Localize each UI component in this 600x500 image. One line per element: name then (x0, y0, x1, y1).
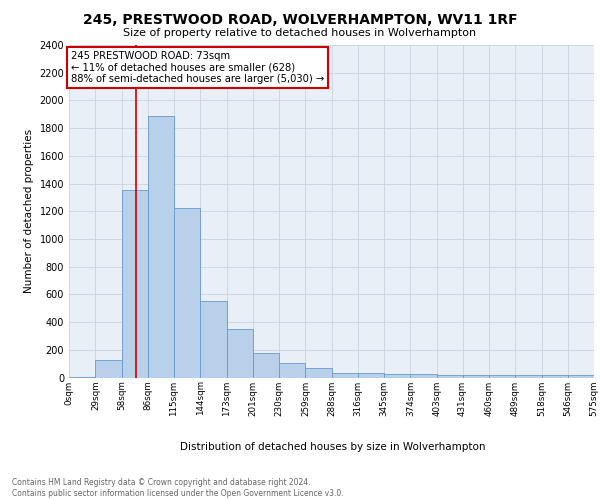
Bar (227, 329, 253, 378)
Text: 245 PRESTWOOD ROAD: 73sqm
← 11% of detached houses are smaller (628)
88% of semi: 245 PRESTWOOD ROAD: 73sqm ← 11% of detac… (71, 50, 324, 84)
Text: Size of property relative to detached houses in Wolverhampton: Size of property relative to detached ho… (124, 28, 476, 38)
Text: 245, PRESTWOOD ROAD, WOLVERHAMPTON, WV11 1RF: 245, PRESTWOOD ROAD, WOLVERHAMPTON, WV11… (83, 12, 517, 26)
Bar (332, 374, 358, 378)
Bar (148, 116, 174, 378)
Bar (95, 360, 122, 378)
Text: Distribution of detached houses by size in Wolverhampton: Distribution of detached houses by size … (180, 442, 486, 452)
Bar (122, 190, 148, 378)
Text: Contains HM Land Registry data © Crown copyright and database right 2024.
Contai: Contains HM Land Registry data © Crown c… (12, 478, 344, 498)
Bar (542, 374, 568, 378)
Bar (463, 374, 489, 378)
Bar (410, 374, 437, 378)
Bar (174, 208, 200, 378)
Bar (200, 302, 227, 378)
Bar (279, 363, 305, 378)
Bar (437, 374, 463, 378)
Bar (568, 374, 594, 378)
Bar (253, 354, 279, 378)
Bar (384, 374, 410, 378)
Y-axis label: Number of detached properties: Number of detached properties (24, 129, 34, 294)
Bar (489, 374, 515, 378)
Bar (358, 374, 384, 378)
Bar (515, 374, 542, 378)
Bar (305, 368, 332, 378)
